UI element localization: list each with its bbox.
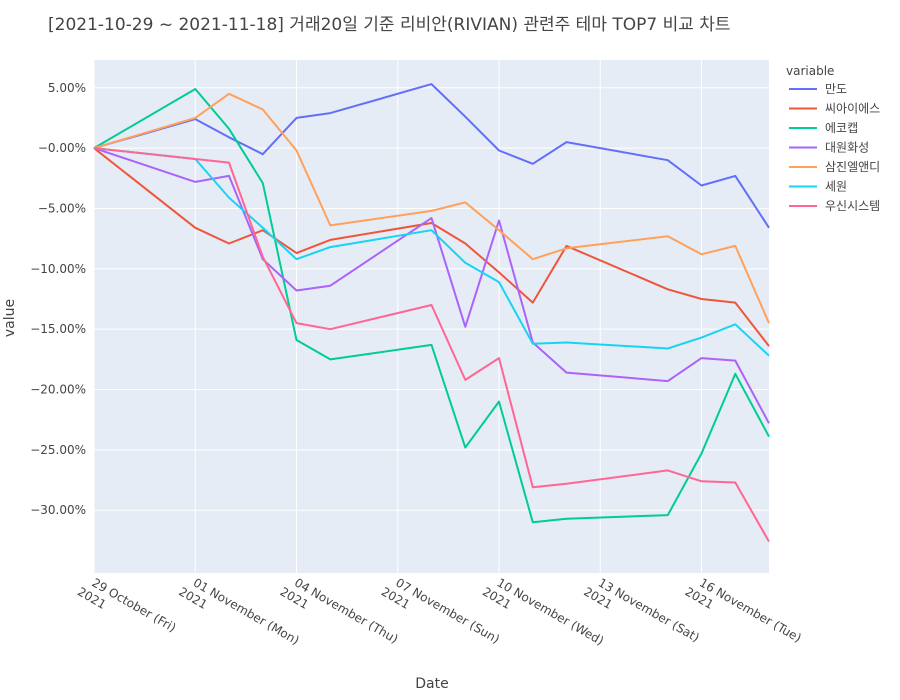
y-tick-label: −10.00%: [30, 262, 86, 276]
x-gridlines: [93, 60, 702, 573]
legend-item-label: 삼진엘앤디: [825, 160, 880, 174]
plot-area: [94, 60, 769, 573]
legend-item-label: 만도: [825, 82, 847, 96]
x-tick-label: 01 November (Mon)2021: [176, 575, 301, 647]
x-axis-ticks: 29 October (Fri)2021 01 November (Mon)202…: [75, 575, 804, 648]
series-lines: [93, 83, 770, 543]
series-line: [93, 147, 770, 347]
series-line: [93, 92, 770, 324]
legend-item-label: 씨아이에스: [825, 102, 880, 116]
legend-item-label: 세원: [825, 180, 847, 194]
legend-item-label: 대원화성: [825, 141, 869, 155]
chart-title: [2021-10-29 ~ 2021-11-18] 거래20일 기준 리비안(R…: [48, 15, 731, 35]
legend-item-label: 우신시스템: [825, 199, 880, 213]
y-tick-label: −5.00%: [38, 201, 86, 215]
series-line: [93, 83, 770, 229]
series-line: [93, 88, 770, 524]
series-line: [93, 147, 770, 424]
y-tick-label: −30.00%: [30, 503, 86, 517]
y-axis-title: value: [2, 299, 18, 337]
x-tick-label: 16 November (Tue)2021: [683, 575, 804, 645]
y-tick-label: −25.00%: [30, 443, 86, 457]
legend-item-label: 에코캡: [825, 121, 858, 135]
x-axis-title: Date: [415, 676, 448, 692]
x-tick-label: 04 November (Thu)2021: [278, 575, 401, 646]
y-tick-label: −15.00%: [30, 322, 86, 336]
x-tick-label-line1: 13 November (Sat): [596, 575, 702, 644]
x-tick-label: 29 October (Fri)2021: [75, 575, 178, 634]
y-tick-label: 5.00%: [48, 81, 86, 95]
legend-title: variable: [786, 64, 834, 78]
y-tick-label: −0.00%: [38, 141, 86, 155]
y-tick-label: −20.00%: [30, 383, 86, 397]
y-gridlines: [94, 87, 769, 511]
x-tick-label: 07 November (Sun)2021: [379, 575, 502, 646]
x-tick-label-line1: 16 November (Tue): [697, 575, 804, 645]
series-line: [93, 147, 770, 357]
series-line: [93, 147, 770, 543]
y-axis-ticks: 5.00% −0.00% −5.00% −10.00% −15.00% −20.00% −2…: [30, 81, 86, 517]
